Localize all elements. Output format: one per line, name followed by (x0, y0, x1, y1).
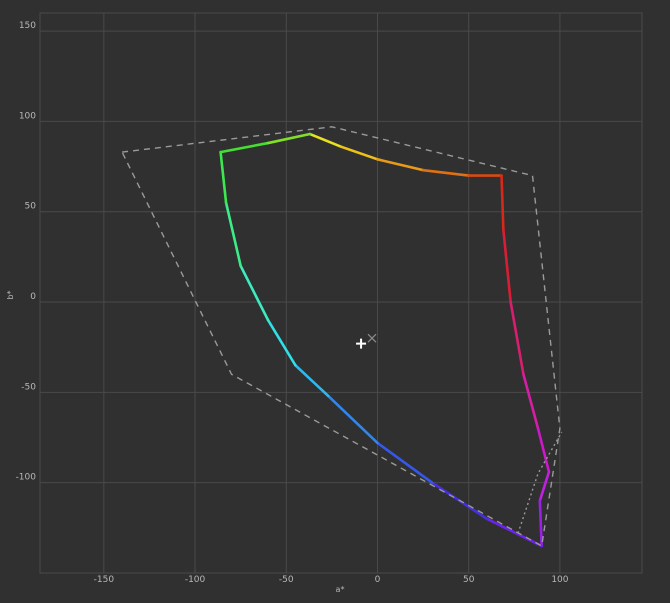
gamut-boundary-segment (339, 145, 379, 161)
gamut-boundary-segment (376, 441, 434, 484)
gamut-boundary-segment (485, 517, 543, 548)
gamut-boundary-segment (536, 427, 551, 474)
gamut-boundary-segment (421, 168, 470, 177)
y-tick-label: -50 (21, 382, 36, 392)
white-point-cross-marker (367, 333, 377, 343)
x-tick-label: 50 (463, 575, 475, 585)
y-tick-labels: 150 100 50 0 -50 -100 (16, 21, 37, 483)
gamut-boundary-segment (239, 264, 270, 322)
x-tick-label: 0 (375, 575, 381, 585)
y-tick-label: 100 (19, 111, 36, 121)
gamut-boundary-segment (308, 132, 343, 148)
x-tick-label: -100 (185, 575, 206, 585)
gamut-boundary-segment (538, 470, 551, 503)
gamut-boundary-segment (522, 372, 540, 430)
gamut-boundary-segment (294, 363, 330, 398)
gamut-boundary-segment (266, 318, 297, 367)
x-tick-label: -50 (279, 575, 294, 585)
gamut-boundary-segment (376, 158, 425, 172)
y-axis-label: b* (6, 290, 15, 299)
markers (356, 333, 377, 349)
y-tick-label: 150 (19, 21, 36, 31)
x-tick-labels: -150 -100 -50 0 50 100 (94, 575, 569, 585)
gamut-boundary-segment (502, 228, 512, 304)
x-tick-label: 100 (551, 575, 568, 585)
gamut-boundary-segment (219, 150, 228, 204)
reference-dotted-line (517, 431, 563, 534)
y-tick-label: 0 (30, 292, 36, 302)
grid (39, 12, 643, 574)
series-layer (121, 126, 563, 548)
y-tick-label: -100 (16, 473, 37, 483)
gamut-boundary-segment (326, 394, 379, 445)
gamut-boundary-segment (224, 201, 242, 268)
y-tick-label: 50 (25, 202, 37, 212)
gamut-boundary-segment (219, 141, 270, 154)
x-tick-label: -150 (94, 575, 115, 585)
x-axis-label: a* (336, 585, 345, 594)
gamut-boundary-segment (500, 174, 505, 232)
gamut-boundary-segment (266, 132, 312, 145)
plot-frame (39, 12, 643, 574)
reference-gamut-outline (121, 126, 561, 547)
gamut-boundary-segment (509, 300, 525, 376)
white-point-plus-marker (356, 338, 367, 349)
gamut-boundary-segment (538, 499, 543, 548)
